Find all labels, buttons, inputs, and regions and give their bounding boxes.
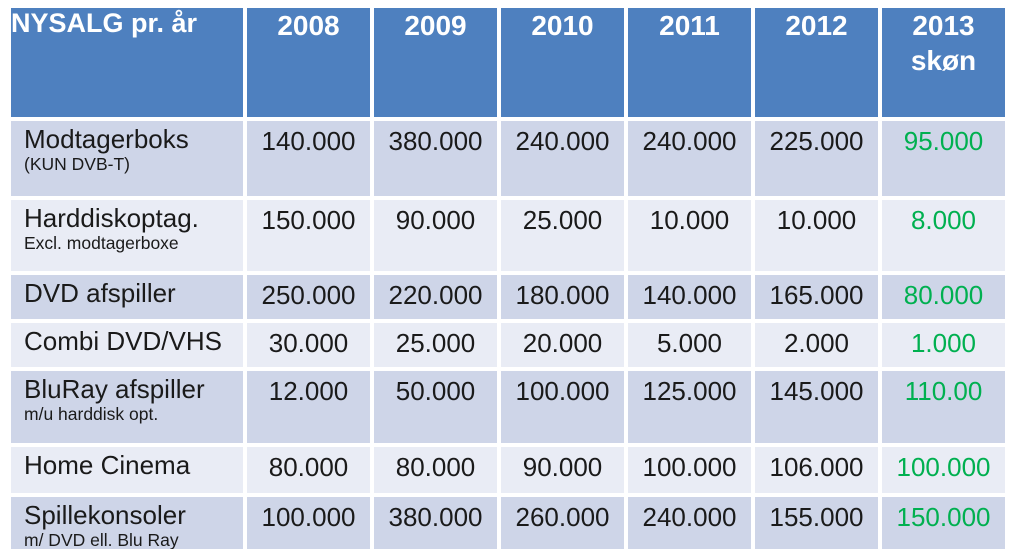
value-2010: 100.000 bbox=[501, 371, 624, 443]
value-2008: 30.000 bbox=[247, 323, 370, 367]
table-row-combi-dvd-vhs: Combi DVD/VHS 30.000 25.000 20.000 5.000… bbox=[11, 323, 1005, 367]
value-2012: 145.000 bbox=[755, 371, 878, 443]
col-header-2013-line2: skøn bbox=[910, 45, 977, 76]
value-2009: 220.000 bbox=[374, 275, 497, 319]
table-row-dvd-afspiller: DVD afspiller 250.000 220.000 180.000 14… bbox=[11, 275, 1005, 319]
value-2009: 50.000 bbox=[374, 371, 497, 443]
row-label-cell: DVD afspiller bbox=[11, 275, 243, 319]
row-label-cell: Spillekonsoler m/ DVD ell. Blu Ray bbox=[11, 497, 243, 549]
row-label: DVD afspiller bbox=[24, 278, 176, 308]
value-2008: 80.000 bbox=[247, 447, 370, 493]
value-2010: 260.000 bbox=[501, 497, 624, 549]
value-2010: 180.000 bbox=[501, 275, 624, 319]
sales-table: NYSALG pr. år 2008 2009 2010 2011 2012 2… bbox=[7, 4, 1009, 549]
value-2011: 10.000 bbox=[628, 200, 751, 271]
value-2008: 250.000 bbox=[247, 275, 370, 319]
row-label-cell: Modtagerboks (KUN DVB-T) bbox=[11, 121, 243, 196]
col-header-2008: 2008 bbox=[247, 8, 370, 117]
row-label: Home Cinema bbox=[24, 450, 191, 480]
col-header-2009: 2009 bbox=[374, 8, 497, 117]
value-2008: 100.000 bbox=[247, 497, 370, 549]
table-header-row: NYSALG pr. år 2008 2009 2010 2011 2012 2… bbox=[11, 8, 1005, 117]
value-2012: 106.000 bbox=[755, 447, 878, 493]
table-row-home-cinema: Home Cinema 80.000 80.000 90.000 100.000… bbox=[11, 447, 1005, 493]
value-2011: 240.000 bbox=[628, 121, 751, 196]
value-2012: 225.000 bbox=[755, 121, 878, 196]
value-2009: 90.000 bbox=[374, 200, 497, 271]
row-label-cell: Home Cinema bbox=[11, 447, 243, 493]
table-title: NYSALG pr. år bbox=[11, 8, 243, 117]
value-2008: 140.000 bbox=[247, 121, 370, 196]
value-2012: 10.000 bbox=[755, 200, 878, 271]
value-2008: 12.000 bbox=[247, 371, 370, 443]
value-2011: 100.000 bbox=[628, 447, 751, 493]
value-2013-forecast: 150.000 bbox=[882, 497, 1005, 549]
col-header-2013-skon: 2013 skøn bbox=[882, 8, 1005, 117]
value-2013-forecast: 1.000 bbox=[882, 323, 1005, 367]
value-2009: 380.000 bbox=[374, 497, 497, 549]
row-label-cell: Harddiskoptag. Excl. modtagerboxe bbox=[11, 200, 243, 271]
table-row-bluray-afspiller: BluRay afspiller m/u harddisk opt. 12.00… bbox=[11, 371, 1005, 443]
value-2013-forecast: 100.000 bbox=[882, 447, 1005, 493]
value-2010: 240.000 bbox=[501, 121, 624, 196]
row-sublabel: Excl. modtagerboxe bbox=[24, 233, 179, 254]
col-header-2012: 2012 bbox=[755, 8, 878, 117]
value-2013-forecast: 80.000 bbox=[882, 275, 1005, 319]
value-2012: 165.000 bbox=[755, 275, 878, 319]
value-2012: 2.000 bbox=[755, 323, 878, 367]
row-label-cell: BluRay afspiller m/u harddisk opt. bbox=[11, 371, 243, 443]
col-header-2013-line1: 2013 bbox=[912, 10, 975, 41]
col-header-2011: 2011 bbox=[628, 8, 751, 117]
row-sublabel: (KUN DVB-T) bbox=[24, 154, 130, 175]
table-row-modtagerboks: Modtagerboks (KUN DVB-T) 140.000 380.000… bbox=[11, 121, 1005, 196]
value-2011: 5.000 bbox=[628, 323, 751, 367]
value-2011: 240.000 bbox=[628, 497, 751, 549]
row-label: BluRay afspiller bbox=[24, 374, 205, 404]
row-label-cell: Combi DVD/VHS bbox=[11, 323, 243, 367]
value-2013-forecast: 95.000 bbox=[882, 121, 1005, 196]
row-label: Modtagerboks bbox=[24, 124, 189, 154]
value-2010: 25.000 bbox=[501, 200, 624, 271]
value-2011: 125.000 bbox=[628, 371, 751, 443]
value-2012: 155.000 bbox=[755, 497, 878, 549]
row-label: Harddiskoptag. bbox=[24, 203, 199, 233]
col-header-2010: 2010 bbox=[501, 8, 624, 117]
value-2009: 80.000 bbox=[374, 447, 497, 493]
value-2011: 140.000 bbox=[628, 275, 751, 319]
row-sublabel: m/u harddisk opt. bbox=[24, 404, 159, 425]
value-2013-forecast: 110.00 bbox=[882, 371, 1005, 443]
row-label: Spillekonsoler bbox=[24, 500, 186, 530]
table-row-spillekonsoler: Spillekonsoler m/ DVD ell. Blu Ray 100.0… bbox=[11, 497, 1005, 549]
value-2013-forecast: 8.000 bbox=[882, 200, 1005, 271]
value-2010: 20.000 bbox=[501, 323, 624, 367]
table-row-harddiskoptag: Harddiskoptag. Excl. modtagerboxe 150.00… bbox=[11, 200, 1005, 271]
row-label: Combi DVD/VHS bbox=[24, 326, 222, 356]
value-2009: 25.000 bbox=[374, 323, 497, 367]
value-2008: 150.000 bbox=[247, 200, 370, 271]
value-2009: 380.000 bbox=[374, 121, 497, 196]
row-sublabel: m/ DVD ell. Blu Ray bbox=[24, 530, 179, 549]
value-2010: 90.000 bbox=[501, 447, 624, 493]
